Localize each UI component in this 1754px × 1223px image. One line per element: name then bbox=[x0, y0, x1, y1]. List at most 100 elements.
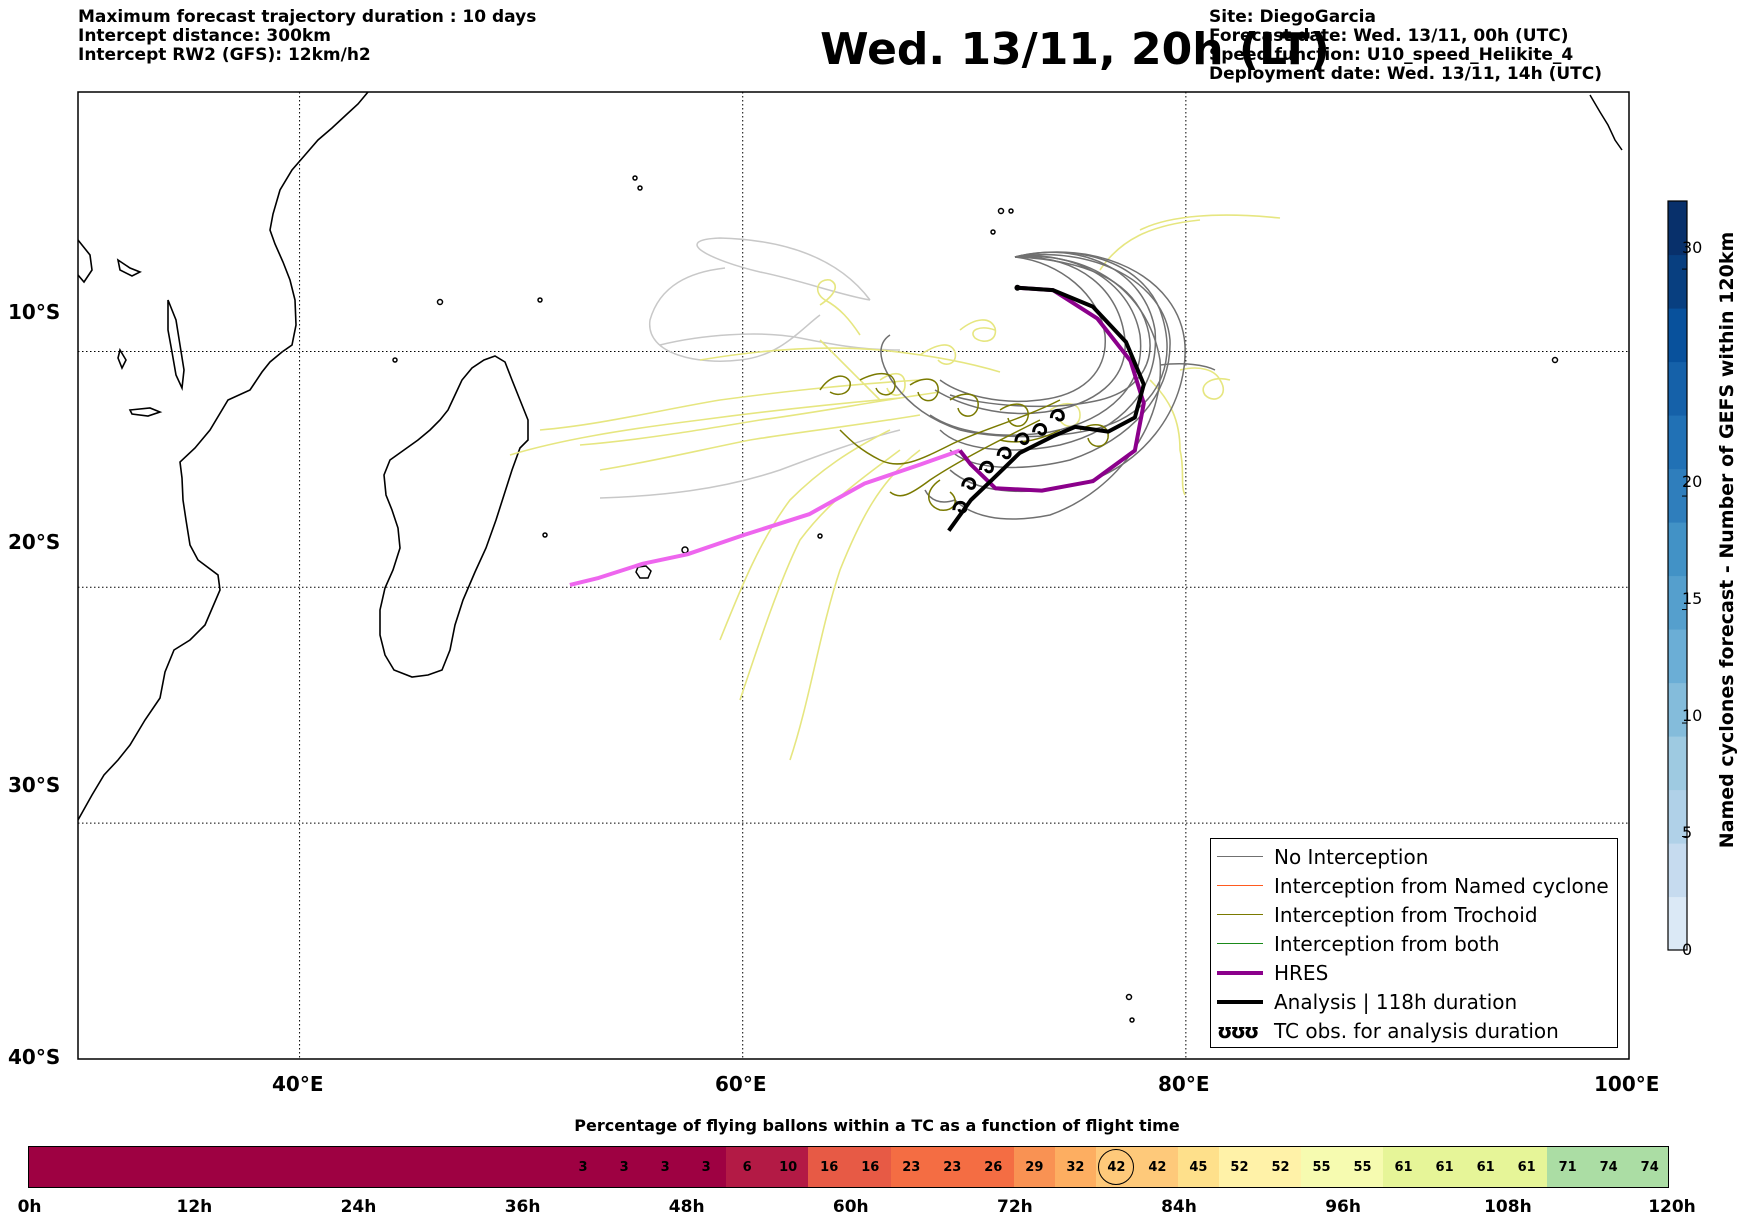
legend-item-named-cyclone: Interception from Named cyclone bbox=[1211, 873, 1617, 899]
page-title: Wed. 13/11, 20h (LT) bbox=[820, 24, 1330, 75]
flight-bar-cell: 6 bbox=[726, 1147, 768, 1187]
colorbar-tick-30: 30 bbox=[1682, 238, 1703, 257]
flight-bar-cell: 74 bbox=[1587, 1147, 1630, 1187]
flight-bar-value: 61 bbox=[1394, 1159, 1413, 1175]
lat-tick-label-10s: 10°S bbox=[8, 300, 61, 324]
tc-observation-marker bbox=[961, 477, 977, 490]
flight-bar-value: 16 bbox=[861, 1159, 880, 1175]
tc-observation-marker bbox=[996, 446, 1012, 460]
legend-swatch bbox=[1217, 914, 1263, 915]
colorbar-segment bbox=[1668, 896, 1687, 951]
colorbar-segment bbox=[1668, 308, 1687, 363]
colorbar-tick-5: 5 bbox=[1682, 823, 1693, 842]
flight-bar-tick-label: 84h bbox=[1161, 1197, 1197, 1217]
lat-tick-label-30s: 30°S bbox=[8, 773, 61, 797]
colorbar-segment bbox=[1668, 361, 1687, 416]
colorbar-segment bbox=[1668, 415, 1687, 470]
lon-tick-label-100e: 100°E bbox=[1594, 1072, 1660, 1096]
flight-bar-value: 55 bbox=[1312, 1159, 1331, 1175]
flight-bar-value: 26 bbox=[984, 1159, 1003, 1175]
flight-bar-value: 32 bbox=[1066, 1159, 1085, 1175]
hres-track bbox=[958, 285, 1146, 493]
flight-bar-value: 74 bbox=[1640, 1159, 1659, 1175]
hres-extension-track bbox=[569, 448, 961, 587]
flight-bar-cell: 3 bbox=[562, 1147, 604, 1187]
legend-swatch bbox=[1217, 885, 1263, 886]
flight-bar-cell: 23 bbox=[931, 1147, 974, 1187]
speed-function-text: Speed function: U10_speed_Helikite_4 bbox=[1209, 45, 1574, 65]
legend-label: HRES bbox=[1274, 961, 1329, 985]
flight-bar-cell: 74 bbox=[1628, 1147, 1668, 1187]
flight-bar-value: 10 bbox=[779, 1159, 798, 1175]
flight-bar-cell: 61 bbox=[1505, 1147, 1548, 1187]
legend-item-trochoid: Interception from Trochoid bbox=[1211, 902, 1617, 928]
lon-tick-label-40e: 40°E bbox=[272, 1072, 324, 1096]
legend-label: Interception from Trochoid bbox=[1274, 903, 1538, 927]
trochoid-interception-tracks bbox=[819, 373, 1109, 511]
flight-bar-value: 61 bbox=[1435, 1159, 1454, 1175]
flight-bar-tick-label: 12h bbox=[176, 1197, 213, 1217]
no-interception-tracks bbox=[880, 251, 1216, 520]
flight-bar-tick-label: 96h bbox=[1325, 1197, 1361, 1217]
flight-bar-cell: 26 bbox=[972, 1147, 1015, 1187]
legend-item-both: Interception from both bbox=[1211, 931, 1617, 957]
legend-label: Interception from Named cyclone bbox=[1274, 874, 1609, 898]
tc-observation-marker bbox=[1049, 408, 1065, 422]
colorbar-segment bbox=[1668, 789, 1687, 844]
flight-bar-value: 16 bbox=[820, 1159, 839, 1175]
colorbar-border bbox=[1667, 200, 1688, 951]
map-border bbox=[77, 91, 1630, 1060]
flight-bar-value: 45 bbox=[1189, 1159, 1208, 1175]
lon-tick-label-80e: 80°E bbox=[1158, 1072, 1210, 1096]
run-parameters: Maximum forecast trajectory duration : 1… bbox=[78, 8, 536, 65]
tc-obs-symbol-icon: ʊʊʊ bbox=[1217, 1019, 1259, 1043]
legend-label: Interception from both bbox=[1274, 932, 1500, 956]
lat-tick-label-40s: 40°S bbox=[8, 1045, 61, 1069]
flight-bar-cell: 71 bbox=[1546, 1147, 1589, 1187]
flight-bar-value: 74 bbox=[1599, 1159, 1618, 1175]
flight-bar-value: 23 bbox=[902, 1159, 921, 1175]
flight-bar-value: 52 bbox=[1230, 1159, 1249, 1175]
legend-swatch bbox=[1217, 971, 1263, 975]
flight-bar-tick-label: 60h bbox=[832, 1197, 869, 1217]
flight-bar-tick-label: 24h bbox=[340, 1197, 377, 1217]
flight-bar-cell: 42 bbox=[1095, 1147, 1138, 1187]
legend-swatch bbox=[1217, 943, 1263, 944]
flight-bar-cell: 29 bbox=[1013, 1147, 1056, 1187]
colorbar-segment bbox=[1668, 629, 1687, 684]
lon-tick-label-60e: 60°E bbox=[715, 1072, 767, 1096]
ensemble-tracks-yellow bbox=[509, 214, 1281, 761]
flight-bar-value: 3 bbox=[619, 1159, 629, 1175]
colorbar-tick-15: 15 bbox=[1682, 589, 1703, 608]
cyclone-count-colorbar bbox=[1667, 200, 1688, 951]
flight-bar-cell: 16 bbox=[849, 1147, 892, 1187]
flight-bar-cell: 61 bbox=[1423, 1147, 1466, 1187]
legend-swatch bbox=[1217, 856, 1263, 857]
flight-bar-value: 71 bbox=[1558, 1159, 1577, 1175]
colorbar-label: Named cyclones forecast - Number of GEFS… bbox=[1716, 231, 1738, 849]
forecast-info: Site: DiegoGarcia Forecast date: Wed. 13… bbox=[1209, 8, 1602, 84]
flight-bar-tick-label: 72h bbox=[997, 1197, 1033, 1217]
legend-item-hres: HRES bbox=[1211, 960, 1617, 986]
flight-bar-tick-label: 48h bbox=[668, 1197, 705, 1217]
lat-tick-label-20s: 20°S bbox=[8, 530, 61, 554]
flight-bar-cell: 3 bbox=[685, 1147, 727, 1187]
flight-bar-empty-segment bbox=[29, 1147, 563, 1187]
flight-bar-tick-label: 120h bbox=[1648, 1197, 1696, 1217]
flight-bar-value: 29 bbox=[1025, 1159, 1044, 1175]
coastline-madagascar bbox=[379, 355, 529, 678]
colorbar-tick-0: 0 bbox=[1682, 940, 1693, 959]
legend-label: Analysis | 118h duration bbox=[1274, 990, 1518, 1014]
flight-bar-cell: 61 bbox=[1464, 1147, 1507, 1187]
flight-bar-value: 3 bbox=[701, 1159, 711, 1175]
flight-bar-cell: 52 bbox=[1259, 1147, 1302, 1187]
flight-bar-cell: 3 bbox=[644, 1147, 686, 1187]
flight-bar-title: Percentage of flying ballons within a TC… bbox=[574, 1116, 1180, 1135]
flight-bar-value: 55 bbox=[1353, 1159, 1372, 1175]
flight-bar-cell: 55 bbox=[1341, 1147, 1384, 1187]
flight-bar-value: 61 bbox=[1517, 1159, 1536, 1175]
map-legend: No Interception Interception from Named … bbox=[1210, 838, 1618, 1048]
deployment-date-text: Deployment date: Wed. 13/11, 14h (UTC) bbox=[1209, 64, 1603, 84]
flight-bar-value: 3 bbox=[660, 1159, 670, 1175]
flight-bar-cell: 23 bbox=[890, 1147, 933, 1187]
